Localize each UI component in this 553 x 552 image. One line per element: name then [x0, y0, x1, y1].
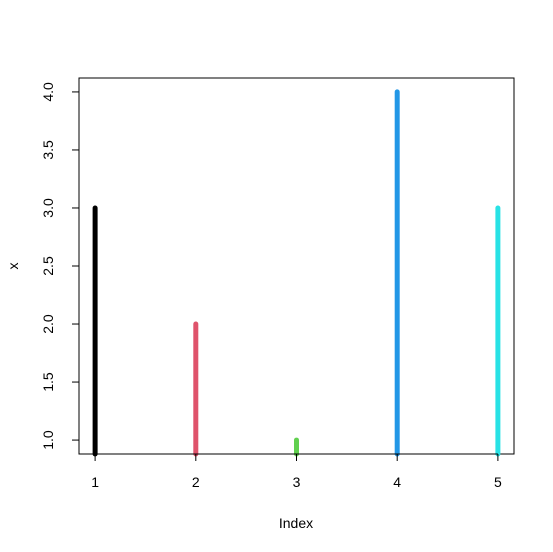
x-tick-label-4: 4 — [393, 474, 401, 490]
y-tick-label-2: 1.5 — [40, 372, 56, 392]
plot-box — [78, 77, 515, 455]
y-tick-label-5: 3.0 — [40, 198, 56, 218]
y-tick-label-4: 2.5 — [40, 256, 56, 276]
y-tick-label-1: 1.0 — [40, 430, 56, 450]
y-tick-label-7: 4.0 — [40, 82, 56, 102]
x-tick-label-1: 1 — [91, 474, 99, 490]
y-tick-label-3: 2.0 — [40, 314, 56, 334]
x-tick-label-3: 3 — [293, 474, 301, 490]
bars-group — [92, 89, 501, 457]
x-axis: 1 2 3 4 5 — [91, 453, 502, 490]
x-tick-label-2: 2 — [192, 474, 200, 490]
y-axis-title: x — [5, 263, 21, 270]
x-tick-label-5: 5 — [494, 474, 502, 490]
y-axis: 1.0 1.5 2.0 2.5 3.0 3.5 4.0 — [40, 82, 80, 450]
x-axis-title: Index — [279, 515, 313, 531]
y-tick-label-6: 3.5 — [40, 140, 56, 160]
